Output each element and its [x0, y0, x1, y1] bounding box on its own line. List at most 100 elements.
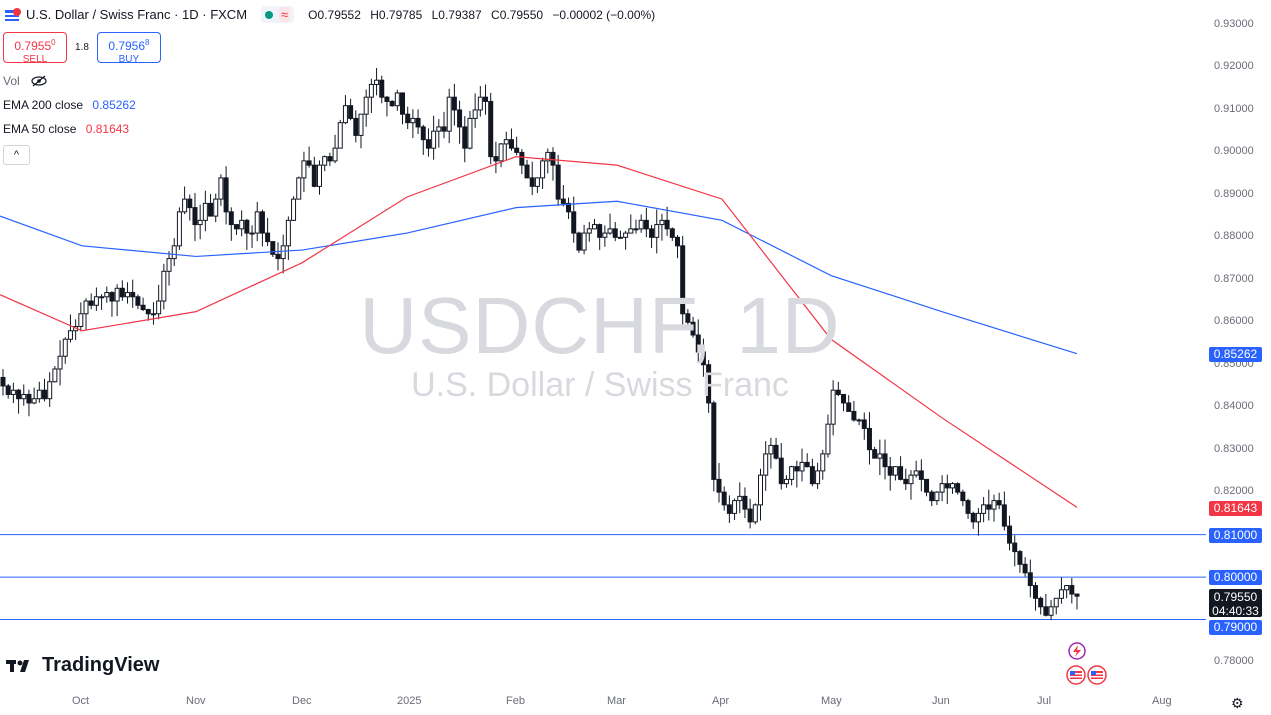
candle-body[interactable] — [903, 478, 909, 485]
candle-body[interactable] — [835, 389, 841, 395]
candle-body[interactable] — [508, 139, 514, 149]
candle-body[interactable] — [1027, 572, 1033, 587]
candle-body[interactable] — [119, 287, 125, 298]
candle-body[interactable] — [135, 296, 141, 306]
candle-body[interactable] — [322, 156, 328, 166]
candle-body[interactable] — [991, 500, 997, 510]
candle-body[interactable] — [571, 211, 577, 234]
candle-body[interactable] — [1038, 597, 1044, 608]
candle-body[interactable] — [555, 164, 561, 200]
candle-body[interactable] — [804, 461, 810, 468]
tradingview-logo[interactable]: TradingView — [6, 654, 159, 677]
candle-body[interactable] — [711, 402, 717, 480]
candle-body[interactable] — [166, 258, 172, 272]
candle-body[interactable] — [99, 296, 105, 299]
candle-body[interactable] — [809, 466, 815, 485]
candle-body[interactable] — [929, 491, 935, 502]
candle-body[interactable] — [57, 355, 63, 370]
candle-body[interactable] — [223, 177, 229, 213]
candle-body[interactable] — [265, 232, 271, 243]
candle-body[interactable] — [457, 109, 463, 128]
candle-body[interactable] — [488, 100, 494, 158]
candle-body[interactable] — [130, 292, 136, 298]
candle-body[interactable] — [706, 364, 712, 404]
candle-body[interactable] — [851, 410, 857, 421]
candle-body[interactable] — [301, 160, 307, 179]
candle-body[interactable] — [332, 147, 338, 162]
candle-body[interactable] — [949, 483, 955, 489]
candle-body[interactable] — [892, 466, 898, 476]
candle-body[interactable] — [815, 470, 821, 485]
candle-body[interactable] — [296, 177, 302, 200]
candle-body[interactable] — [732, 500, 738, 514]
sell-button[interactable]: 0.79550 SELL — [3, 32, 67, 65]
candle-body[interactable] — [602, 232, 608, 238]
candle-body[interactable] — [685, 313, 691, 323]
candle-body[interactable] — [503, 139, 509, 145]
candle-body[interactable] — [259, 211, 265, 234]
candle-body[interactable] — [498, 143, 504, 162]
candle-body[interactable] — [358, 113, 364, 136]
candle-body[interactable] — [202, 202, 208, 221]
candle-body[interactable] — [291, 198, 297, 221]
candle-body[interactable] — [208, 202, 214, 217]
candle-body[interactable] — [643, 219, 649, 230]
candle-body[interactable] — [368, 83, 374, 98]
candle-body[interactable] — [669, 228, 675, 238]
candle-body[interactable] — [970, 512, 976, 523]
candle-body[interactable] — [1012, 542, 1018, 553]
candle-body[interactable] — [1043, 606, 1049, 616]
ema200-line[interactable] — [0, 200, 1078, 355]
candle-body[interactable] — [436, 126, 442, 132]
candle-body[interactable] — [524, 164, 530, 179]
candle-body[interactable] — [1074, 593, 1080, 597]
candle-body[interactable] — [244, 219, 250, 234]
candle-body[interactable] — [638, 219, 644, 230]
candle-body[interactable] — [981, 504, 987, 514]
candle-body[interactable] — [591, 224, 597, 230]
candle-body[interactable] — [394, 92, 400, 107]
candle-body[interactable] — [752, 504, 758, 523]
candle-body[interactable] — [176, 211, 182, 247]
candle-body[interactable] — [415, 117, 421, 128]
candle-body[interactable] — [846, 402, 852, 412]
candle-body[interactable] — [150, 313, 156, 316]
candle-body[interactable] — [789, 466, 795, 480]
collapse-legend-button[interactable]: ^ — [3, 145, 30, 165]
candle-body[interactable] — [783, 478, 789, 485]
ema50-line[interactable] — [0, 156, 1078, 508]
candle-body[interactable] — [21, 393, 27, 400]
candle-body[interactable] — [955, 483, 961, 493]
flash-event-icon[interactable] — [1067, 641, 1087, 666]
candle-body[interactable] — [633, 228, 639, 231]
candle-body[interactable] — [462, 126, 468, 149]
candle-body[interactable] — [467, 117, 473, 149]
candle-body[interactable] — [908, 474, 914, 485]
candle-body[interactable] — [270, 241, 276, 255]
candle-body[interactable] — [700, 351, 706, 366]
candle-body[interactable] — [451, 96, 457, 111]
candle-body[interactable] — [145, 309, 151, 315]
candle-body[interactable] — [348, 105, 354, 119]
candle-body[interactable] — [187, 198, 193, 209]
candle-body[interactable] — [353, 117, 359, 136]
candle-body[interactable] — [944, 483, 950, 489]
candle-body[interactable] — [337, 122, 343, 149]
candle-body[interactable] — [654, 224, 660, 238]
candle-body[interactable] — [830, 389, 836, 425]
market-status-pill[interactable]: ≈ — [261, 6, 295, 23]
us-flag-event-icon[interactable] — [1066, 664, 1110, 691]
buy-button[interactable]: 0.79568 BUY — [96, 32, 161, 65]
candle-body[interactable] — [540, 160, 546, 179]
candle-body[interactable] — [493, 156, 499, 162]
candle-body[interactable] — [872, 449, 878, 459]
candle-body[interactable] — [758, 474, 764, 506]
candle-body[interactable] — [934, 491, 940, 502]
candle-body[interactable] — [374, 79, 380, 85]
candle-body[interactable] — [1022, 563, 1028, 574]
candle-body[interactable] — [576, 232, 582, 251]
candle-body[interactable] — [623, 232, 629, 238]
candle-body[interactable] — [311, 164, 317, 187]
candle-body[interactable] — [16, 389, 22, 400]
candle-body[interactable] — [78, 313, 84, 328]
